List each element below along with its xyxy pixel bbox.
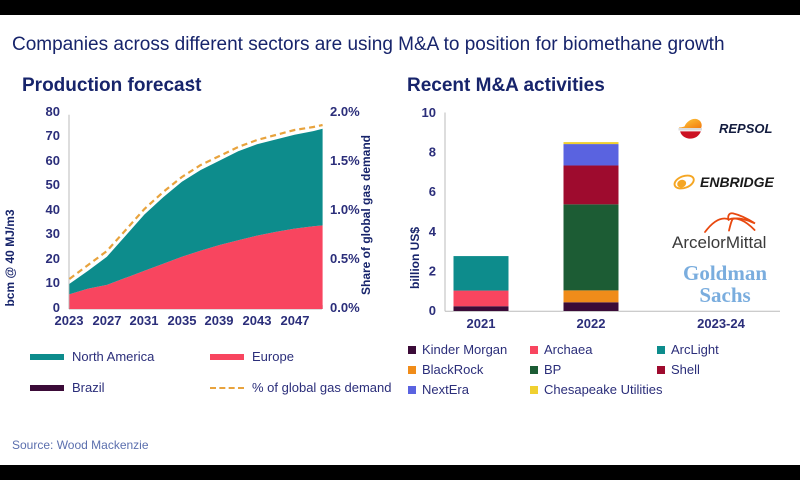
svg-text:0.5%: 0.5% [330,251,360,266]
svg-text:Share of global gas demand: Share of global gas demand [359,135,373,295]
svg-text:2023-24: 2023-24 [697,316,745,331]
svg-text:10: 10 [422,105,436,120]
svg-text:2023: 2023 [55,313,84,328]
svg-text:4: 4 [429,224,437,239]
svg-text:0: 0 [429,303,436,318]
svg-text:6: 6 [429,184,436,199]
svg-text:1.5%: 1.5% [330,153,360,168]
svg-text:billion US$: billion US$ [408,227,422,289]
svg-text:2035: 2035 [168,313,197,328]
svg-text:2022: 2022 [577,316,606,331]
svg-text:20: 20 [46,251,60,266]
svg-text:10: 10 [46,275,60,290]
svg-text:2043: 2043 [243,313,272,328]
svg-text:2027: 2027 [93,313,122,328]
svg-text:2031: 2031 [130,313,159,328]
svg-text:8: 8 [429,144,436,159]
svg-text:1.0%: 1.0% [330,202,360,217]
svg-text:2039: 2039 [205,313,234,328]
svg-text:80: 80 [46,104,60,119]
svg-text:60: 60 [46,153,60,168]
svg-text:2047: 2047 [281,313,310,328]
svg-text:bcm @ 40 MJ/m3: bcm @ 40 MJ/m3 [3,209,17,306]
svg-text:2021: 2021 [467,316,496,331]
svg-text:50: 50 [46,177,60,192]
svg-text:2: 2 [429,263,436,278]
svg-text:0.0%: 0.0% [330,300,360,315]
svg-text:30: 30 [46,226,60,241]
svg-text:2.0%: 2.0% [330,104,360,119]
svg-text:70: 70 [46,128,60,143]
svg-text:40: 40 [46,202,60,217]
